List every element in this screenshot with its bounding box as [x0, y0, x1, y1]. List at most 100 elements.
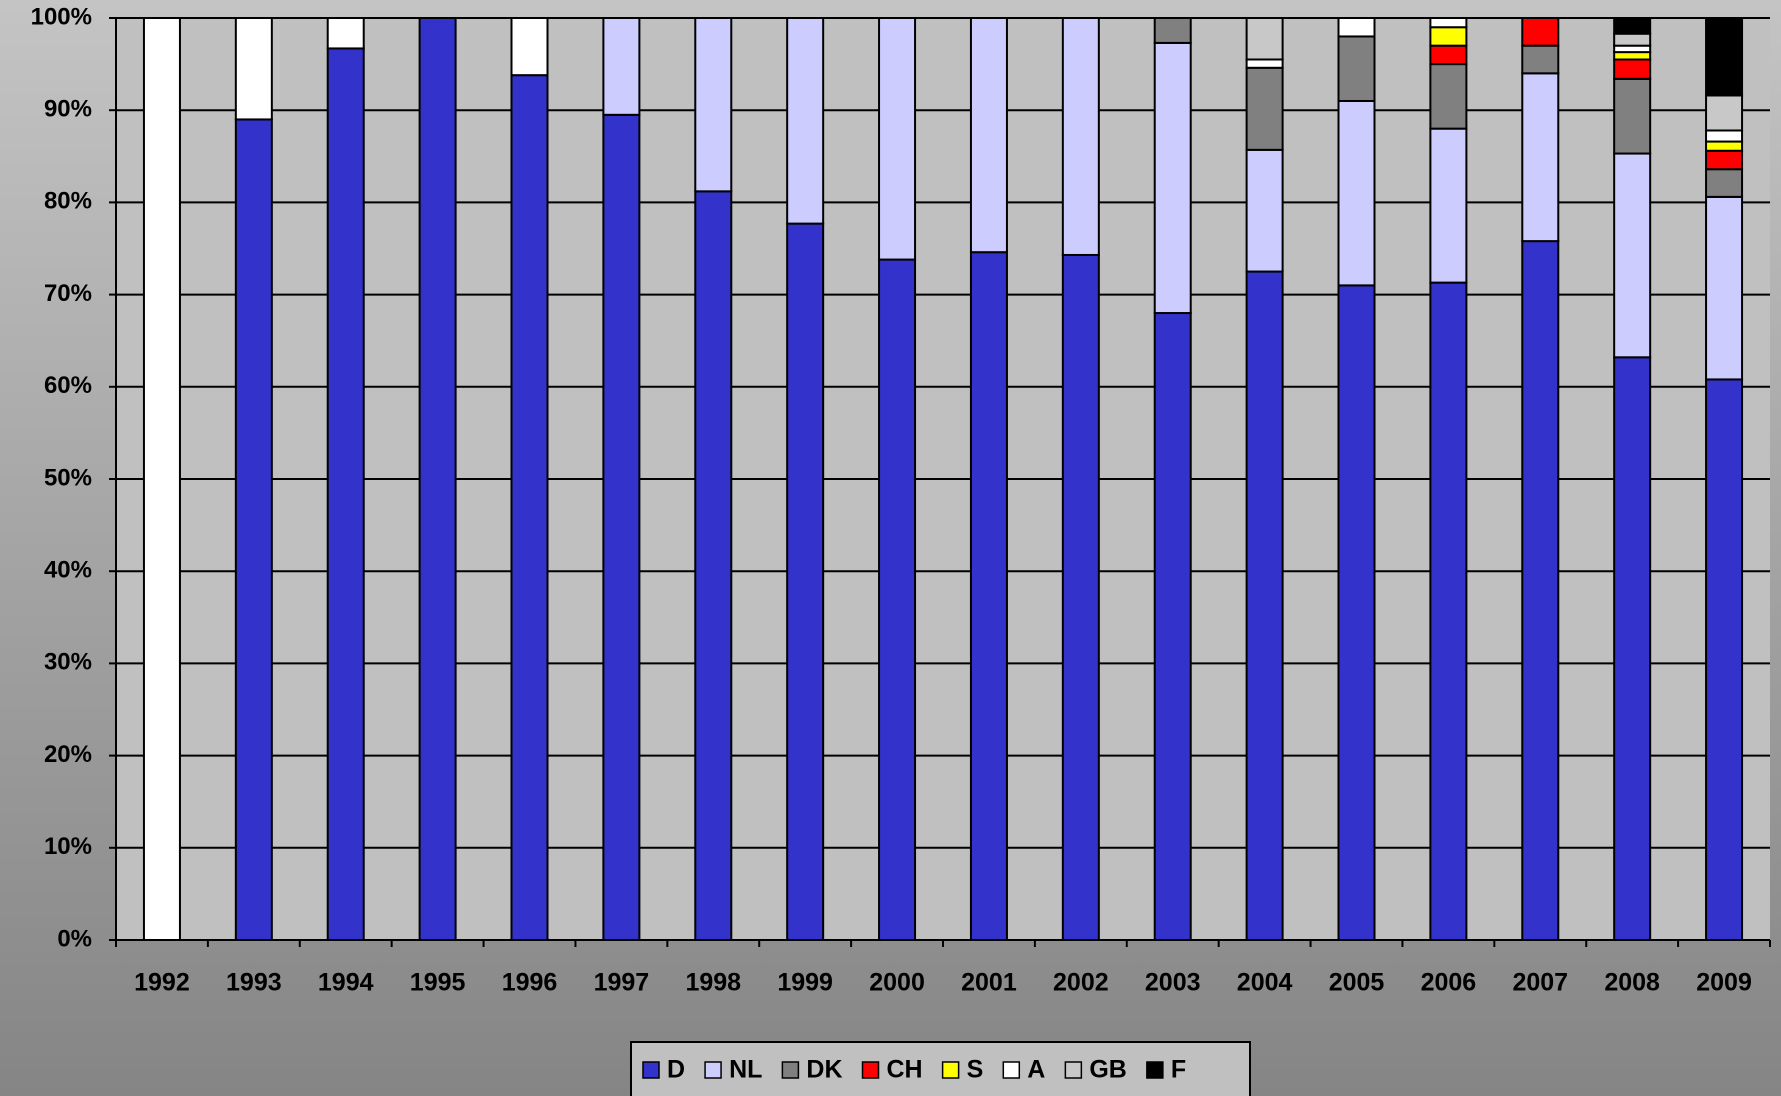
x-tick-label: 2007	[1512, 969, 1568, 997]
x-tick-label: 2003	[1145, 969, 1201, 997]
legend-label: DK	[806, 1056, 842, 1084]
bar-segment	[1153, 17, 1192, 44]
bar-segment	[142, 17, 181, 941]
bar-segment	[1705, 149, 1744, 171]
bar-segment	[1061, 17, 1100, 256]
y-tick-label: 70%	[44, 280, 92, 307]
y-tick-label: 100%	[31, 3, 92, 30]
x-tick-label: 1994	[318, 969, 374, 997]
x-tick-label: 1996	[502, 969, 558, 997]
bar-segment	[1429, 44, 1468, 66]
x-tick-label: 1999	[777, 969, 833, 997]
legend-swatch	[1002, 1061, 1021, 1079]
bar-segment	[1245, 270, 1284, 941]
bar-segment	[694, 17, 733, 193]
bar-segment	[418, 17, 457, 941]
bar-segment	[1337, 17, 1376, 38]
bar-segment	[1245, 66, 1284, 151]
y-tick-label: 40%	[44, 557, 92, 584]
y-tick-label: 20%	[44, 741, 92, 768]
x-tick-label: 2004	[1237, 969, 1293, 997]
bar-segment	[878, 258, 917, 941]
y-tick-label: 50%	[44, 464, 92, 491]
bar-segment	[1705, 129, 1744, 143]
x-tick-label: 2000	[869, 969, 925, 997]
x-tick-label: 2008	[1604, 969, 1660, 997]
legend-swatch	[941, 1061, 960, 1079]
x-tick-label: 1993	[226, 969, 282, 997]
x-tick-label: 1997	[594, 969, 650, 997]
x-tick-label: 2009	[1696, 969, 1752, 997]
bar-segment	[1153, 312, 1192, 942]
y-tick-label: 0%	[57, 925, 92, 952]
bar-segment	[510, 17, 549, 77]
bar-segment	[786, 222, 825, 941]
bar-segment	[1521, 17, 1560, 47]
legend-swatch	[704, 1061, 722, 1079]
bar-segment	[1705, 140, 1744, 152]
x-tick-label: 1998	[685, 969, 741, 997]
x-tick-label: 2005	[1329, 969, 1385, 997]
legend-label: F	[1171, 1056, 1186, 1084]
bar-segment	[1613, 58, 1652, 80]
bar-segment	[1429, 63, 1468, 130]
bar-segment	[1061, 253, 1100, 942]
bar-segment	[1429, 127, 1468, 284]
bar-segment	[1245, 58, 1284, 69]
bar-segment	[1245, 17, 1284, 61]
bar-segment	[602, 113, 641, 941]
bar-segment	[1705, 168, 1744, 198]
legend-label: NL	[729, 1056, 762, 1084]
bar-segment	[694, 190, 733, 941]
bar-segment	[1521, 44, 1560, 75]
y-tick-label: 60%	[44, 372, 92, 399]
bar-segment	[1153, 41, 1192, 315]
bar-segment	[1613, 51, 1652, 61]
legend-swatch	[781, 1061, 800, 1079]
bar-segment	[1705, 378, 1744, 941]
legend-swatch	[1064, 1061, 1083, 1079]
legend-label: S	[967, 1056, 984, 1084]
bar-segment	[326, 47, 365, 941]
legend-label: A	[1027, 1056, 1045, 1084]
bar-segment	[1429, 17, 1468, 29]
bar-segment	[1705, 17, 1744, 97]
y-tick-label: 30%	[44, 649, 92, 676]
bar-segment	[1429, 281, 1468, 941]
bar-segment	[969, 251, 1008, 942]
legend-swatch	[861, 1061, 880, 1079]
x-tick-label: 1995	[410, 969, 466, 997]
x-tick-label: 2002	[1053, 969, 1109, 997]
legend-swatch	[642, 1061, 660, 1079]
y-tick-label: 90%	[44, 96, 92, 123]
bar-segment	[1521, 240, 1560, 941]
bar-segment	[1613, 77, 1652, 155]
bar-segment	[1337, 284, 1376, 941]
bar-segment	[1521, 72, 1560, 243]
bar-segment	[510, 74, 549, 941]
legend-swatch	[1146, 1061, 1164, 1079]
bar-segment	[1337, 35, 1376, 102]
bar-segment	[878, 17, 917, 261]
x-tick-label: 2001	[961, 969, 1017, 997]
bar-segment	[234, 118, 273, 942]
legend-label: CH	[887, 1056, 923, 1084]
x-tick-label: 1992	[134, 969, 190, 997]
x-tick-label: 2006	[1421, 969, 1477, 997]
bar-segment	[1429, 26, 1468, 47]
bar-segment	[1337, 99, 1376, 287]
bar-segment	[1705, 94, 1744, 132]
legend-label: GB	[1089, 1056, 1127, 1084]
bar-segment	[1245, 148, 1284, 273]
bar-segment	[1613, 32, 1652, 47]
bar-segment	[1613, 356, 1652, 941]
bar-segment	[234, 17, 273, 121]
bar-segment	[1613, 17, 1652, 35]
bar-segment	[1613, 152, 1652, 359]
bar-segment	[602, 17, 641, 116]
y-tick-label: 80%	[44, 188, 92, 215]
bar-segment	[326, 17, 365, 50]
bar-segment	[786, 17, 825, 225]
